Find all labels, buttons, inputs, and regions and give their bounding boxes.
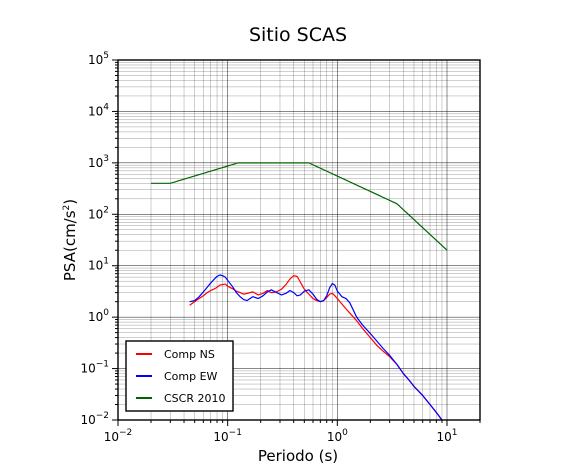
chart-title: Sitio SCAS [249, 24, 347, 46]
y-tick-label-exp: 5 [103, 51, 109, 61]
y-tick-label-base: 10 [88, 156, 103, 170]
x-axis-label: Periodo (s) [258, 447, 338, 465]
y-tick-label: 101 [88, 257, 109, 273]
legend: Comp NS Comp EW CSCR 2010 [125, 340, 234, 412]
x-tick-label-exp: 0 [342, 428, 348, 438]
series-layer [151, 162, 448, 421]
y-tick-label: 104 [88, 102, 109, 118]
y-axis-label-sup: 2 [62, 205, 72, 211]
x-tick-label: 10−2 [104, 428, 133, 444]
y-tick-label-base: 10 [88, 104, 103, 118]
y-tick-label-base: 10 [80, 413, 95, 427]
x-tick-label-exp: −1 [229, 428, 242, 438]
x-tick-label: 100 [327, 428, 348, 444]
y-tick-label-exp: 1 [103, 257, 109, 267]
y-tick-label-exp: 4 [103, 102, 109, 112]
legend-label: Comp EW [164, 370, 218, 383]
y-tick-label: 103 [88, 154, 109, 170]
y-tick-label-base: 10 [88, 207, 103, 221]
x-tick-label-base: 10 [436, 430, 451, 444]
y-tick-label-exp: −2 [96, 411, 109, 421]
x-tick-label: 101 [436, 428, 457, 444]
y-tick-label-base: 10 [88, 259, 103, 273]
y-tick-label-base: 10 [80, 362, 95, 376]
series-line-cscr-2010 [151, 162, 448, 251]
y-tick-label: 102 [88, 205, 109, 221]
y-tick-label: 105 [88, 51, 109, 67]
y-tick-label: 10−2 [80, 411, 109, 427]
x-tick-label-base: 10 [104, 430, 119, 444]
y-tick-label-exp: 3 [103, 154, 109, 164]
x-tick-label-exp: 1 [452, 428, 458, 438]
series-line-comp-ew [189, 274, 443, 421]
y-tick-label: 100 [88, 308, 109, 324]
legend-label: CSCR 2010 [164, 392, 225, 405]
y-tick-label-base: 10 [88, 53, 103, 67]
x-tick-label-exp: −2 [119, 428, 132, 438]
legend-label: Comp NS [164, 348, 215, 361]
x-tick-label-base: 10 [213, 430, 228, 444]
y-tick-label-exp: −1 [96, 360, 109, 370]
y-tick-label: 10−1 [80, 360, 109, 376]
x-tick-labels: 10−2 10−1 100 101 [104, 428, 458, 444]
y-tick-label-exp: 2 [103, 205, 109, 215]
x-tick-label: 10−1 [213, 428, 242, 444]
x-tick-label-base: 10 [327, 430, 342, 444]
y-axis-label-suffix: ) [61, 199, 79, 205]
y-tick-label-exp: 0 [103, 308, 109, 318]
y-axis-label-main: PSA(cm/s [61, 210, 79, 281]
y-axis-label: PSA(cm/s2) [61, 199, 79, 281]
series-line-comp-ns [189, 275, 443, 421]
y-tick-label-base: 10 [88, 310, 103, 324]
plot-frame [117, 59, 481, 421]
